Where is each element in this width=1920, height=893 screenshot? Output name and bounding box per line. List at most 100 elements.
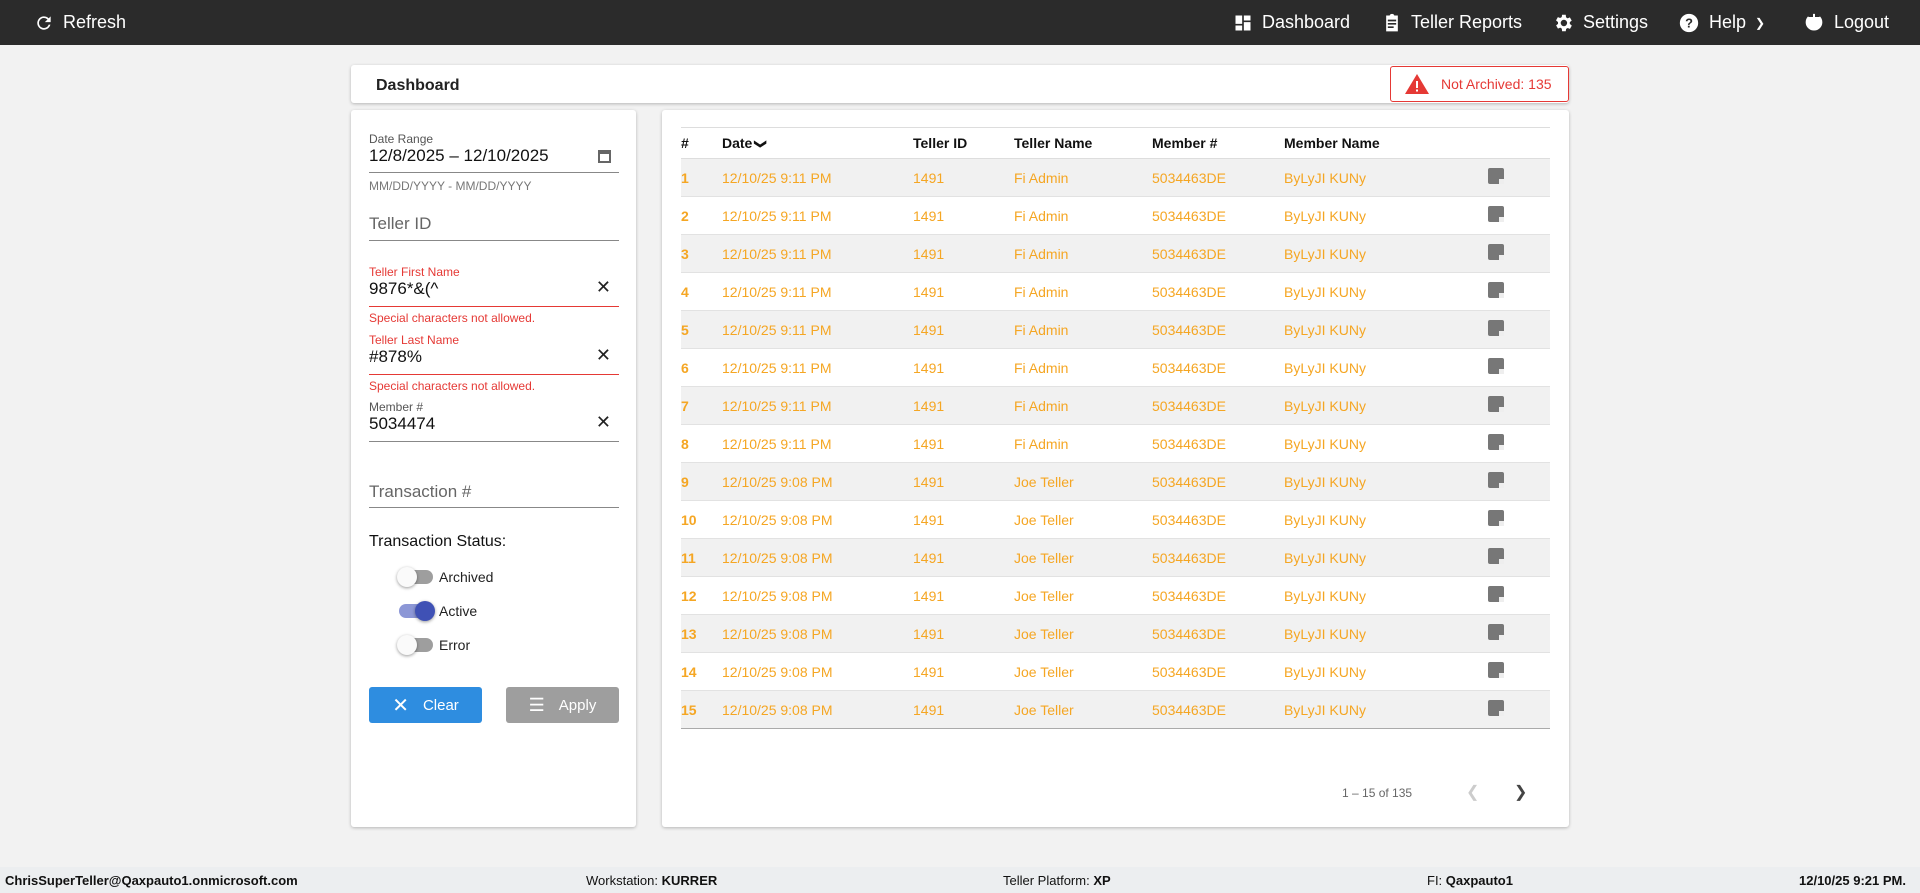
transactions-table: # Date ❯ Teller ID Teller Name Member # … — [681, 127, 1550, 729]
refresh-label: Refresh — [63, 12, 127, 32]
nav-dashboard[interactable]: Dashboard — [1233, 0, 1350, 45]
row-teller-name: Joe Teller — [1014, 614, 1152, 653]
nav-settings[interactable]: Settings — [1552, 0, 1648, 45]
table-row[interactable]: 3 12/10/25 9:11 PM 1491 Fi Admin 5034463DE By… — [681, 234, 1550, 273]
row-member-number: 5034463DE — [1152, 538, 1284, 577]
document-icon[interactable] — [1488, 586, 1504, 602]
row-actions — [1488, 348, 1550, 387]
calendar-icon[interactable] — [598, 150, 611, 163]
table-row[interactable]: 15 12/10/25 9:08 PM 1491 Joe Teller 5034463D… — [681, 690, 1550, 729]
col-member-name[interactable]: Member Name — [1284, 127, 1488, 159]
table-row[interactable]: 7 12/10/25 9:11 PM 1491 Fi Admin 5034463DE By… — [681, 386, 1550, 425]
chevron-down-icon: ❯ — [1755, 15, 1766, 30]
power-icon — [1805, 13, 1823, 31]
user-email: ChrisSuperTeller@Qaxpauto1.onmicrosoft.c… — [5, 873, 298, 888]
document-icon[interactable] — [1488, 358, 1504, 374]
col-date[interactable]: Date ❯ — [722, 127, 913, 159]
row-number: 12 — [681, 576, 722, 615]
logout-button[interactable]: Logout — [1803, 0, 1889, 45]
row-member-name: ByLyJI KUNy — [1284, 348, 1488, 387]
table-row[interactable]: 4 12/10/25 9:11 PM 1491 Fi Admin 5034463DE By… — [681, 272, 1550, 311]
clear-button[interactable]: ✕ Clear — [369, 687, 482, 723]
first-name-input[interactable]: 9876*&(^ — [369, 279, 439, 298]
row-teller-name: Joe Teller — [1014, 462, 1152, 501]
row-teller-id: 1491 — [913, 158, 1014, 197]
document-icon[interactable] — [1488, 434, 1504, 450]
transaction-number-field[interactable]: Transaction # — [369, 482, 619, 518]
document-icon[interactable] — [1488, 472, 1504, 488]
document-icon[interactable] — [1488, 244, 1504, 260]
row-date: 12/10/25 9:08 PM — [722, 500, 913, 539]
table-row[interactable]: 12 12/10/25 9:08 PM 1491 Joe Teller 5034463D… — [681, 576, 1550, 615]
next-page-button[interactable]: ❯ — [1514, 784, 1528, 801]
document-icon[interactable] — [1488, 548, 1504, 564]
row-teller-id: 1491 — [913, 310, 1014, 349]
col-member-number[interactable]: Member # — [1152, 127, 1284, 159]
teller-platform: Teller Platform: XP — [1003, 873, 1111, 888]
nav-teller-reports[interactable]: Teller Reports — [1382, 0, 1522, 45]
toggle-label: Error — [439, 637, 471, 653]
clear-member-icon[interactable]: ✕ — [595, 412, 611, 432]
gear-icon — [1556, 14, 1572, 31]
clear-last-name-icon[interactable]: ✕ — [595, 345, 611, 365]
teller-first-name-field[interactable]: Teller First Name 9876*&(^ ✕ Special cha… — [369, 265, 619, 325]
col-actions — [1488, 127, 1550, 159]
prev-page-button[interactable]: ❮ — [1466, 784, 1480, 801]
transaction-status-label: Transaction Status: — [369, 533, 507, 550]
document-icon[interactable] — [1488, 700, 1504, 716]
toggle-active[interactable]: Active — [399, 601, 477, 621]
sort-down-icon[interactable]: ❯ — [754, 138, 769, 150]
nav-help[interactable]: ? Help ❯ — [1678, 0, 1765, 45]
document-icon[interactable] — [1488, 396, 1504, 412]
table-row[interactable]: 10 12/10/25 9:08 PM 1491 Joe Teller 5034463D… — [681, 500, 1550, 539]
row-member-name: ByLyJI KUNy — [1284, 196, 1488, 235]
refresh-button[interactable]: Refresh — [34, 0, 126, 45]
toggle-archived[interactable]: Archived — [397, 567, 493, 587]
last-name-input[interactable]: #878% — [369, 347, 422, 366]
row-number: 7 — [681, 386, 722, 425]
table-row[interactable]: 9 12/10/25 9:08 PM 1491 Joe Teller 5034463DE… — [681, 462, 1550, 501]
apply-button[interactable]: ☰ Apply — [506, 687, 619, 723]
document-icon[interactable] — [1488, 510, 1504, 526]
table-row[interactable]: 5 12/10/25 9:11 PM 1491 Fi Admin 5034463DE By… — [681, 310, 1550, 349]
row-date: 12/10/25 9:11 PM — [722, 158, 913, 197]
document-icon[interactable] — [1488, 320, 1504, 336]
row-actions — [1488, 424, 1550, 463]
apply-label: Apply — [558, 696, 597, 714]
table-row[interactable]: 11 12/10/25 9:08 PM 1491 Joe Teller 5034463D… — [681, 538, 1550, 577]
logout-label: Logout — [1834, 12, 1890, 32]
table-row[interactable]: 2 12/10/25 9:11 PM 1491 Fi Admin 5034463DE By… — [681, 196, 1550, 235]
teller-id-field[interactable]: Teller ID — [369, 214, 619, 250]
document-icon[interactable] — [1488, 206, 1504, 222]
row-date: 12/10/25 9:11 PM — [722, 424, 913, 463]
col-teller-id[interactable]: Teller ID — [913, 127, 1014, 159]
teller-last-name-field[interactable]: Teller Last Name #878% ✕ Special charact… — [369, 333, 619, 393]
toggle-error[interactable]: Error — [397, 635, 471, 655]
member-number-field[interactable]: Member # 5034474 ✕ — [369, 400, 619, 444]
table-row[interactable]: 8 12/10/25 9:11 PM 1491 Fi Admin 5034463DE By… — [681, 424, 1550, 463]
document-icon[interactable] — [1488, 624, 1504, 640]
row-date: 12/10/25 9:08 PM — [722, 652, 913, 691]
table-row[interactable]: 13 12/10/25 9:08 PM 1491 Joe Teller 5034463D… — [681, 614, 1550, 653]
table-row[interactable]: 6 12/10/25 9:11 PM 1491 Fi Admin 5034463DE By… — [681, 348, 1550, 387]
row-teller-name: Joe Teller — [1014, 690, 1152, 729]
member-input[interactable]: 5034474 — [369, 414, 436, 433]
row-date: 12/10/25 9:08 PM — [722, 690, 913, 729]
row-number: 6 — [681, 348, 722, 387]
row-date: 12/10/25 9:08 PM — [722, 576, 913, 615]
table-row[interactable]: 1 12/10/25 9:11 PM 1491 Fi Admin 5034463DE By… — [681, 158, 1550, 197]
row-number: 3 — [681, 234, 722, 273]
not-archived-badge[interactable]: Not Archived: 135 — [1390, 66, 1569, 102]
row-teller-id: 1491 — [913, 386, 1014, 425]
clear-first-name-icon[interactable]: ✕ — [595, 277, 611, 297]
document-icon[interactable] — [1488, 662, 1504, 678]
first-name-error: Special characters not allowed. — [369, 311, 536, 325]
col-teller-name[interactable]: Teller Name — [1014, 127, 1152, 159]
document-icon[interactable] — [1488, 168, 1504, 184]
date-range-field[interactable]: Date Range 12/8/2025 – 12/10/2025 MM/DD/… — [369, 132, 619, 193]
date-range-value[interactable]: 12/8/2025 – 12/10/2025 — [369, 146, 549, 165]
row-member-name: ByLyJI KUNy — [1284, 462, 1488, 501]
clipboard-icon — [1386, 13, 1398, 31]
table-row[interactable]: 14 12/10/25 9:08 PM 1491 Joe Teller 5034463D… — [681, 652, 1550, 691]
document-icon[interactable] — [1488, 282, 1504, 298]
